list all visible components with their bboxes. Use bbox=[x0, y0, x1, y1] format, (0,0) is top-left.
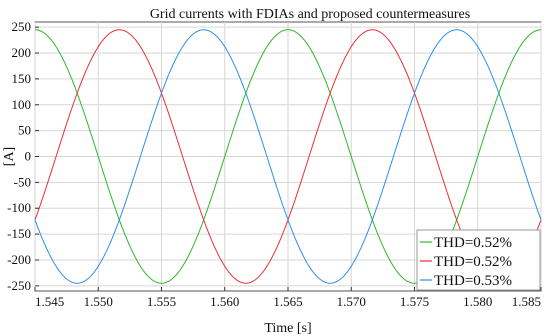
x-axis-ticks: 1.545 1.550 1.555 1.560 1.565 1.570 1.575 1.580… bbox=[34, 287, 542, 309]
chart-title: Grid currents with FDIAs and proposed co… bbox=[150, 7, 470, 22]
legend-box bbox=[416, 229, 541, 291]
x-tick-label: 1.580 bbox=[463, 294, 492, 309]
x-tick-label: 1.555 bbox=[147, 294, 176, 309]
x-tick-label: 1.550 bbox=[84, 294, 113, 309]
legend-label: THD=0.52% bbox=[434, 254, 512, 270]
y-tick-label: -100 bbox=[7, 200, 31, 215]
legend: THD=0.52% THD=0.52% THD=0.53% bbox=[416, 229, 541, 291]
y-tick-label: -250 bbox=[7, 278, 31, 293]
y-tick-label: 100 bbox=[12, 97, 32, 112]
y-tick-label: 250 bbox=[12, 19, 32, 34]
y-axis-ticks: 250 200 150 100 50 0 -50 -100 -150 -200 -250 bbox=[7, 19, 39, 293]
legend-label: THD=0.52% bbox=[434, 235, 512, 251]
y-tick-label: 150 bbox=[12, 71, 32, 86]
y-tick-label: -150 bbox=[7, 226, 31, 241]
y-tick-label: 50 bbox=[18, 123, 31, 138]
x-tick-label: 1.575 bbox=[400, 294, 429, 309]
x-tick-label: 1.585 bbox=[512, 294, 541, 309]
x-tick-label: 1.560 bbox=[210, 294, 239, 309]
x-tick-label: 1.545 bbox=[35, 294, 64, 309]
legend-label: THD=0.53% bbox=[434, 273, 512, 289]
x-tick-label: 1.570 bbox=[337, 294, 366, 309]
x-tick-label: 1.565 bbox=[273, 294, 302, 309]
series-group bbox=[34, 29, 542, 284]
y-tick-label: 0 bbox=[25, 149, 32, 164]
series-line-3 bbox=[34, 29, 542, 284]
x-axis-label: Time [s] bbox=[264, 321, 311, 336]
y-tick-label: 200 bbox=[12, 45, 32, 60]
y-tick-label: -50 bbox=[14, 174, 31, 189]
y-axis-label: [A] bbox=[2, 147, 17, 166]
y-tick-label: -200 bbox=[7, 252, 31, 267]
